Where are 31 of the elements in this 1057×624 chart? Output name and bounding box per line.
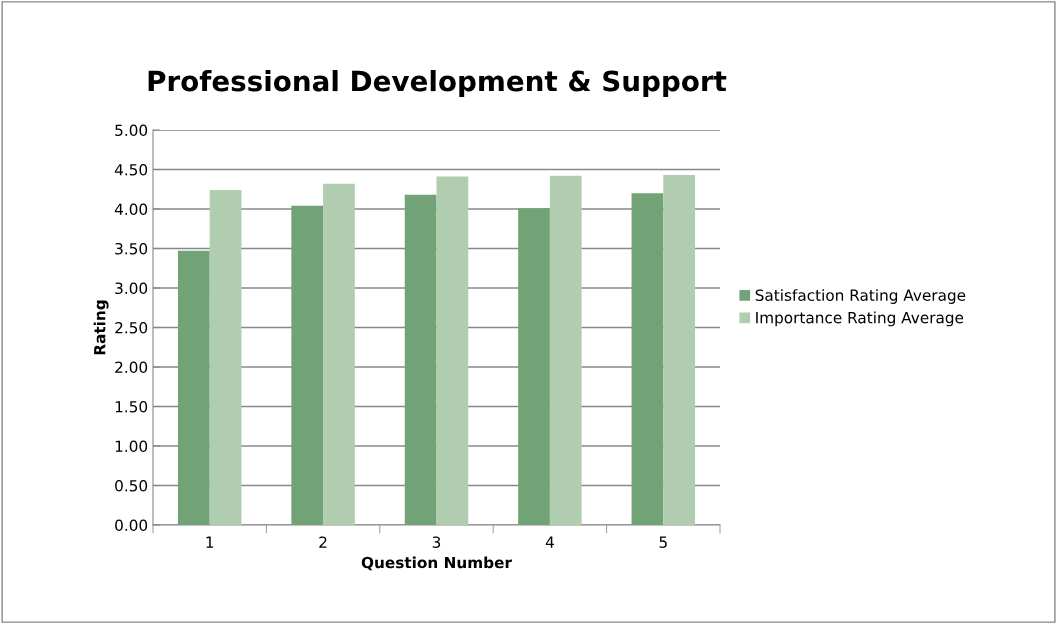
y-tick-label: 2.50 bbox=[115, 321, 148, 334]
bar bbox=[663, 175, 696, 525]
x-tick-label: 3 bbox=[432, 536, 441, 548]
x-tick-label: 2 bbox=[319, 536, 327, 548]
y-tick-label: 4.00 bbox=[114, 203, 148, 216]
bar bbox=[436, 176, 469, 525]
y-tick-label: 4.50 bbox=[114, 163, 148, 176]
y-tick-label: 3.50 bbox=[115, 242, 148, 255]
chart-title: Professional Development & Support bbox=[148, 70, 727, 97]
x-tick-label: 1 bbox=[206, 536, 214, 548]
y-axis-title: Rating bbox=[93, 300, 109, 355]
bar bbox=[404, 194, 437, 525]
legend-label: Importance Rating Average bbox=[756, 311, 964, 327]
y-tick-label: 5.00 bbox=[115, 124, 148, 137]
y-tick-label: 2.00 bbox=[115, 361, 148, 374]
bar bbox=[549, 175, 582, 525]
y-tick-label: 0.50 bbox=[115, 479, 148, 492]
bar bbox=[291, 205, 324, 525]
bar bbox=[209, 190, 242, 525]
bar bbox=[631, 193, 664, 525]
bar bbox=[177, 250, 210, 525]
y-tick-label: 1.50 bbox=[115, 400, 148, 413]
x-axis-title: Question Number bbox=[361, 556, 512, 571]
x-tick-label: 5 bbox=[659, 536, 667, 548]
y-tick-label: 0.00 bbox=[115, 519, 148, 532]
legend-label: Satisfaction Rating Average bbox=[755, 289, 966, 304]
bar bbox=[518, 208, 550, 525]
x-tick-label: 4 bbox=[545, 536, 554, 548]
bar bbox=[323, 183, 355, 525]
y-tick-label: 3.00 bbox=[115, 282, 148, 295]
y-tick-label: 1.00 bbox=[115, 440, 148, 453]
